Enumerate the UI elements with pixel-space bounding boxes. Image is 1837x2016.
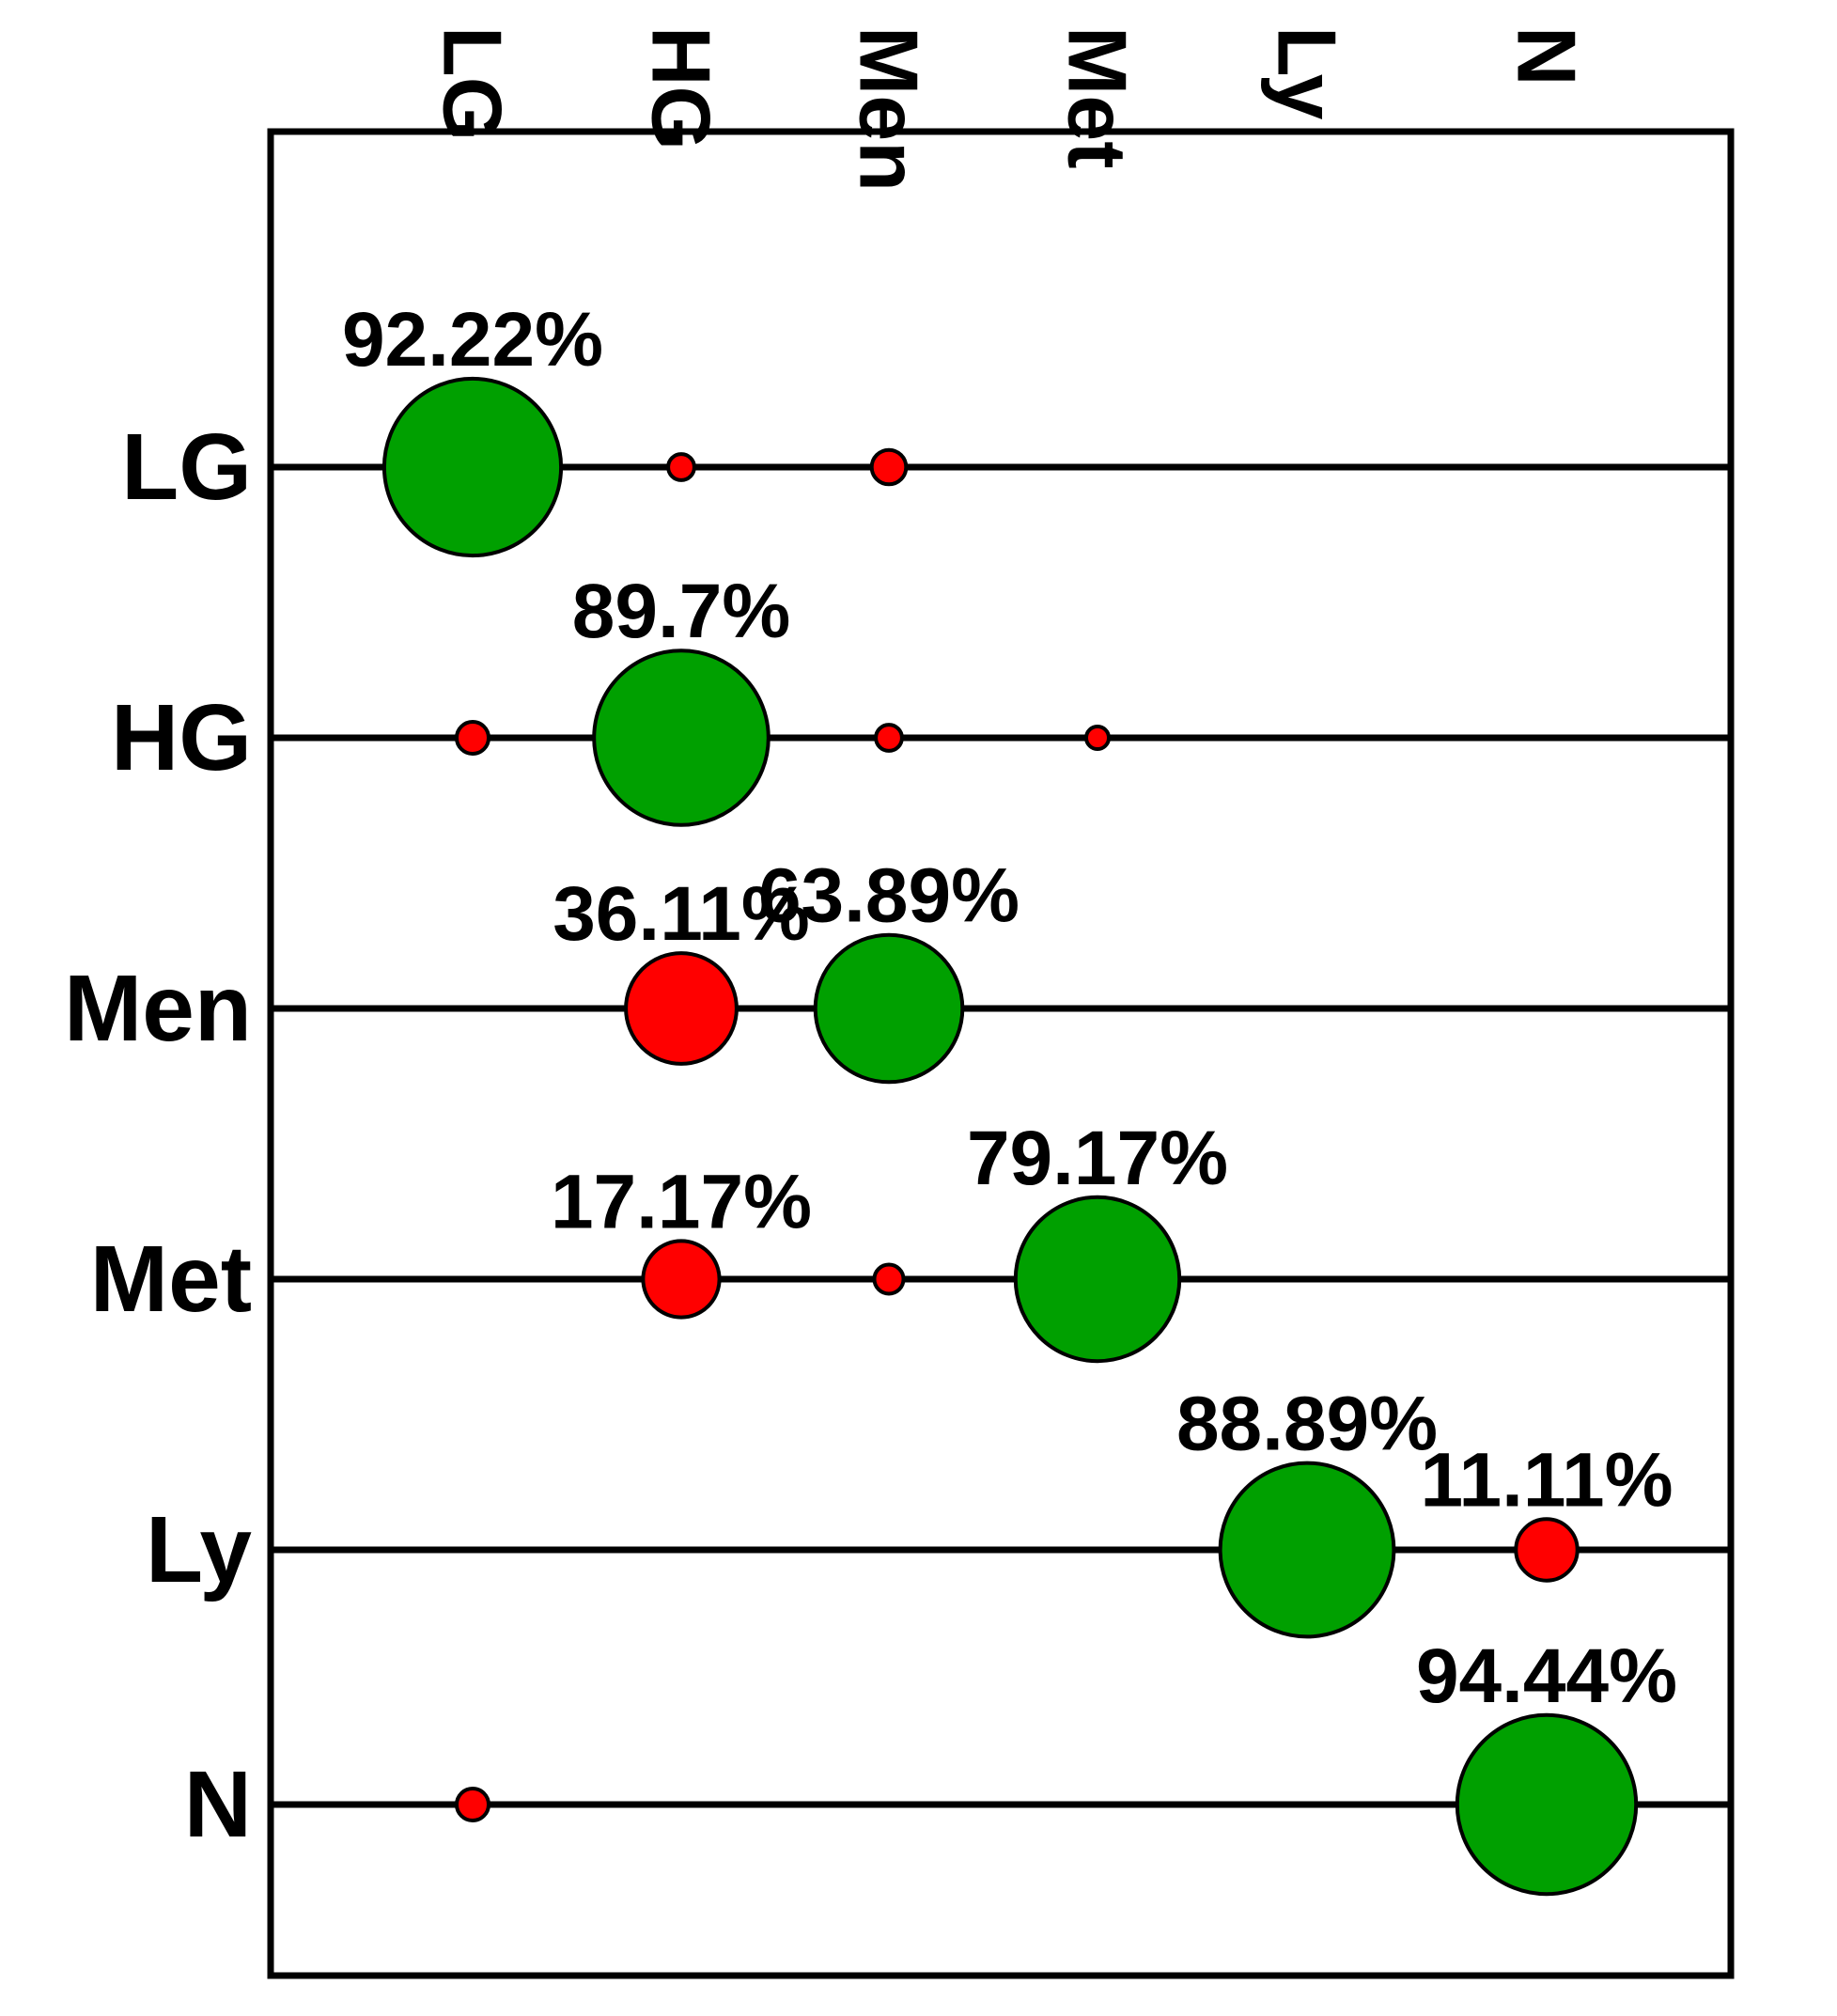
col-label-n: N [1501, 26, 1594, 86]
bubble-n-n [1455, 1712, 1639, 1897]
row-label-hg: HG [111, 685, 252, 790]
row-label-men: Men [64, 956, 252, 1061]
value-label-ly-n: 11.11% [1420, 1437, 1673, 1523]
value-label-met-hg: 17.17% [551, 1159, 812, 1244]
bubble-men-hg [624, 951, 739, 1066]
col-label-met: Met [1051, 26, 1144, 169]
value-label-men-men: 63.89% [758, 853, 1020, 939]
bubble-hg-lg [455, 720, 490, 756]
col-label-ly: Ly [1261, 26, 1354, 119]
bubble-ly-ly [1218, 1461, 1396, 1639]
row-label-ly: Ly [146, 1497, 252, 1602]
value-label-lg-lg: 92.22% [342, 297, 603, 383]
bubble-ly-n [1514, 1517, 1580, 1583]
bubble-met-men [872, 1262, 906, 1296]
bubble-men-men [813, 932, 965, 1085]
bubble-lg-men [869, 447, 909, 487]
value-label-ly-ly: 88.89% [1176, 1382, 1438, 1467]
bubble-hg-hg [592, 649, 771, 827]
bubble-hg-met [1084, 725, 1111, 751]
bubble-met-hg [641, 1239, 722, 1320]
row-label-met: Met [90, 1227, 252, 1332]
value-label-n-n: 94.44% [1416, 1633, 1677, 1719]
bubble-hg-men [874, 723, 904, 753]
value-label-met-met: 79.17% [967, 1116, 1228, 1201]
row-label-lg: LG [121, 414, 252, 520]
value-label-hg-hg: 89.7% [572, 569, 791, 654]
col-label-men: Men [843, 26, 936, 192]
col-label-hg: HG [635, 26, 728, 150]
bubble-lg-lg [381, 376, 564, 558]
col-label-lg: LG [427, 26, 520, 141]
row-label-n: N [184, 1752, 252, 1857]
bubble-n-lg [455, 1787, 490, 1822]
plot-frame [267, 128, 1735, 1979]
value-label-men-hg: 36.11% [553, 871, 810, 957]
bubble-lg-hg [666, 452, 696, 482]
bubble-met-met [1013, 1195, 1182, 1364]
